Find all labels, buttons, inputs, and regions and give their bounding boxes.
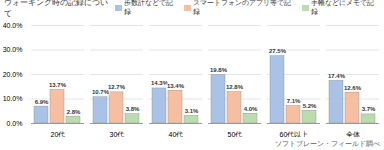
svg-text:40代: 40代	[169, 131, 184, 137]
svg-text:27.5%: 27.5%	[269, 48, 287, 54]
svg-text:14.3%: 14.3%	[151, 80, 168, 87]
svg-text:13.7%: 13.7%	[49, 82, 67, 88]
html-text:手帳などにメモで記録: 手帳などにメモで記録	[310, 0, 374, 15]
svg-text:20.0%: 20.0%	[3, 71, 23, 78]
svg-text:13.4%: 13.4%	[167, 83, 185, 89]
svg-text:12.6%: 12.6%	[344, 85, 362, 91]
svg-text:20代: 20代	[51, 131, 66, 137]
svg-text:30.0%: 30.0%	[3, 46, 23, 53]
svg-text:60代以上: 60代以上	[280, 131, 309, 137]
svg-text:2.8%: 2.8%	[67, 109, 81, 115]
svg-text:19.8%: 19.8%	[210, 67, 228, 73]
svg-text:7.1%: 7.1%	[287, 98, 301, 104]
svg-text:10.7%: 10.7%	[92, 89, 109, 96]
svg-text:17.4%: 17.4%	[328, 73, 346, 79]
svg-text:12.8%: 12.8%	[226, 84, 244, 90]
svg-text:3.8%: 3.8%	[126, 106, 140, 112]
html-text:歩数計などで記録: 歩数計などで記録	[123, 0, 173, 15]
svg-text:6.9%: 6.9%	[35, 99, 49, 105]
svg-text:3.7%: 3.7%	[362, 106, 376, 112]
svg-text:4.0%: 4.0%	[244, 106, 258, 112]
svg-text:0.0%: 0.0%	[7, 120, 23, 127]
svg-text:5.2%: 5.2%	[303, 103, 317, 109]
html-text:ソフトブレーン・フィールド調べ: ソフトブレーン・フィールド調べ	[275, 140, 380, 147]
html-text:スマートフォンのアプリ等で記録: スマートフォンのアプリ等で記録	[193, 0, 291, 15]
svg-text:50代: 50代	[228, 131, 243, 137]
svg-text:10.0%: 10.0%	[3, 95, 23, 102]
svg-text:3.1%: 3.1%	[185, 108, 199, 114]
svg-text:12.7%: 12.7%	[108, 84, 126, 90]
svg-text:40.0%: 40.0%	[3, 22, 23, 29]
svg-text:30代: 30代	[110, 131, 125, 137]
svg-text:全体: 全体	[346, 131, 360, 137]
